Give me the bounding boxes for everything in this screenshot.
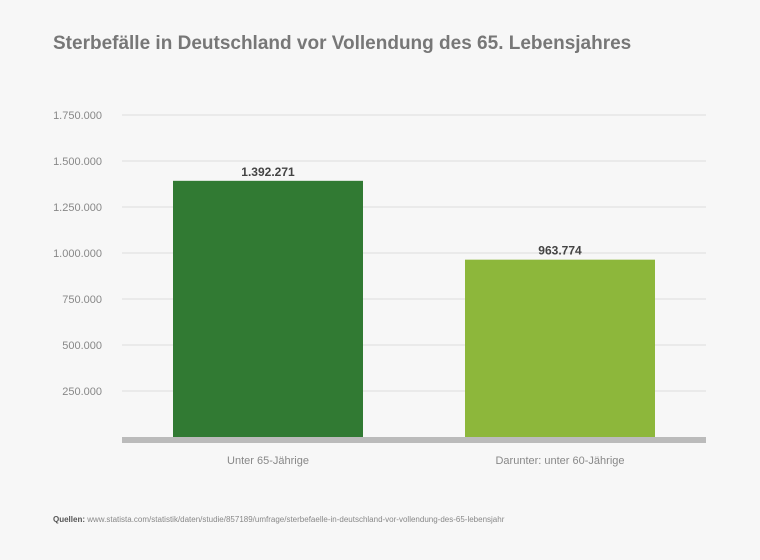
bar[interactable] [465, 259, 655, 437]
category-label: Unter 65-Jährige [227, 455, 309, 467]
bar-value-label: 963.774 [538, 244, 582, 258]
x-axis-baseline [122, 437, 706, 443]
source-url[interactable]: www.statista.com/statistik/daten/studie/… [87, 515, 505, 524]
chart-title: Sterbefälle in Deutschland vor Vollendun… [53, 33, 632, 54]
y-axis-ticks: 250.000 500.000 750.000 1.000.000 1.250.000 1… [53, 110, 102, 398]
y-tick-label: 750.000 [62, 294, 102, 306]
bar[interactable] [173, 180, 363, 437]
category-labels: Unter 65-Jährige Darunter: unter 60-Jähri… [227, 455, 624, 467]
y-tick-label: 500.000 [62, 340, 102, 352]
y-tick-label: 250.000 [62, 386, 102, 398]
value-labels: 1.392.271 963.774 [241, 165, 582, 258]
x-axis-baseline [122, 437, 706, 443]
y-tick-label: 1.500.000 [53, 156, 102, 168]
y-tick-label: 1.250.000 [53, 202, 102, 214]
category-label: Darunter: unter 60-Jährige [495, 455, 624, 467]
y-tick-label: 1.750.000 [53, 110, 102, 122]
bar-value-label: 1.392.271 [241, 165, 295, 179]
source-note: Quellen: www.statista.com/statistik/date… [53, 515, 504, 524]
source-prefix: Quellen: [53, 515, 86, 524]
bars [173, 180, 655, 437]
y-tick-label: 1.000.000 [53, 248, 102, 260]
